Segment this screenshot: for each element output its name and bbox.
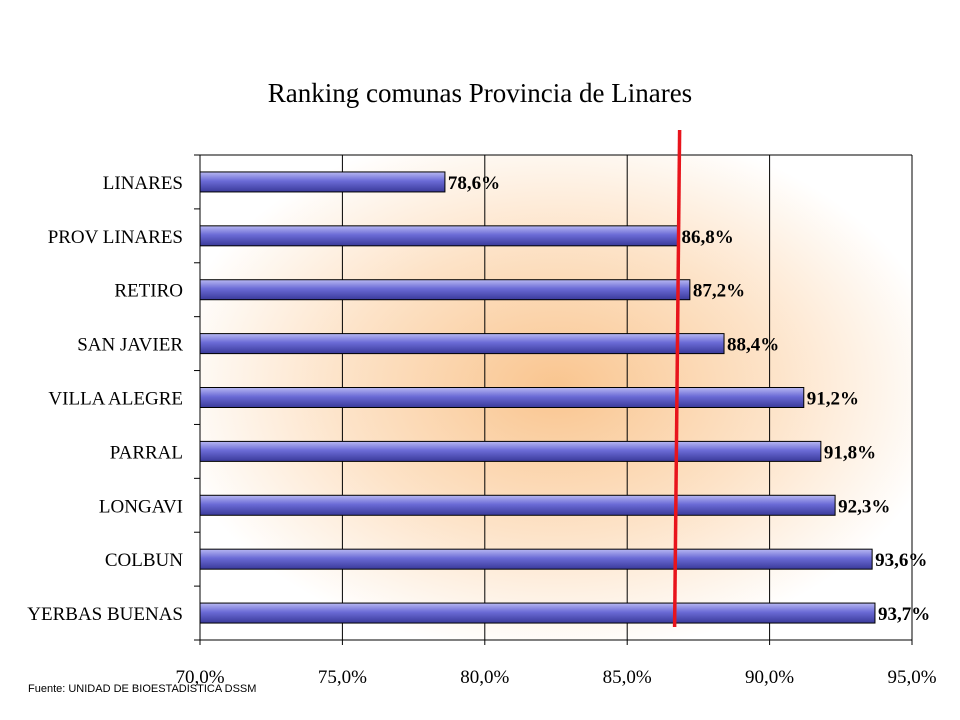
value-label: 93,7% — [878, 604, 930, 625]
value-label: 93,6% — [875, 550, 927, 571]
category-label: PROV LINARES — [48, 227, 183, 248]
bar — [199, 548, 873, 570]
value-label: 86,8% — [681, 227, 733, 248]
x-tick-label: 75,0% — [318, 667, 367, 688]
x-tick-label: 90,0% — [745, 667, 794, 688]
chart-title: Ranking comunas Provincia de Linares — [267, 78, 693, 108]
category-label: LONGAVI — [99, 496, 183, 517]
bar — [199, 494, 836, 516]
x-tick-label: 85,0% — [603, 667, 652, 688]
bar — [199, 171, 446, 193]
bar — [199, 279, 691, 301]
category-label: LINARES — [103, 173, 183, 194]
source-note: Fuente: UNIDAD DE BIOESTADISTICA DSSM — [28, 683, 257, 695]
category-label: YERBAS BUENAS — [27, 604, 183, 625]
value-label: 78,6% — [448, 173, 500, 194]
value-label: 87,2% — [693, 281, 745, 302]
x-tick-label: 70,0% — [175, 667, 224, 688]
value-label: 88,4% — [727, 335, 779, 356]
value-label: 91,8% — [824, 442, 876, 463]
x-tick-label: 80,0% — [460, 667, 509, 688]
category-label: PARRAL — [110, 442, 183, 463]
bar — [199, 225, 679, 247]
category-label: RETIRO — [114, 281, 183, 302]
category-label: SAN JAVIER — [77, 335, 183, 356]
bar — [199, 333, 725, 355]
value-label: 91,2% — [807, 389, 859, 410]
value-label: 92,3% — [838, 496, 890, 517]
bar — [199, 387, 805, 408]
category-label: VILLA ALEGRE — [48, 389, 183, 410]
reference-line — [672, 129, 682, 628]
bar — [199, 440, 822, 462]
bar — [199, 602, 876, 624]
x-tick-label: 95,0% — [887, 667, 936, 688]
category-label: COLBUN — [105, 550, 183, 571]
